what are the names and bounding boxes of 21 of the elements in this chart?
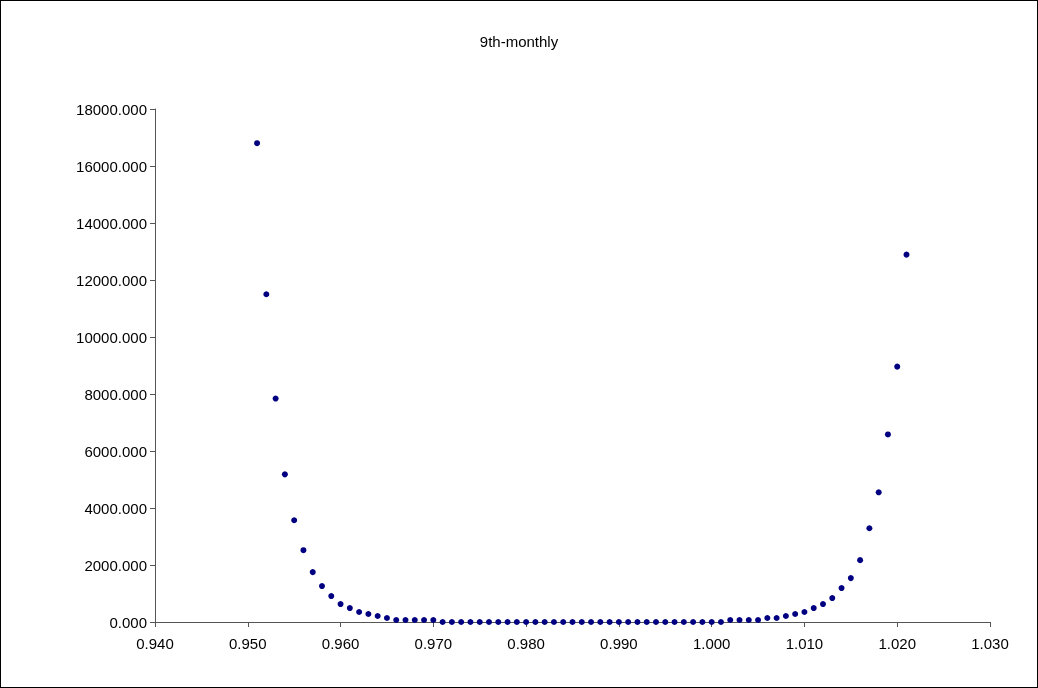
y-tick-label: 4000.000 [84, 499, 147, 517]
x-tick-label: 0.990 [600, 635, 638, 652]
x-tick-label: 0.980 [507, 635, 545, 652]
y-tick-label: 18000.000 [76, 100, 147, 118]
x-tick-label: 0.950 [229, 635, 267, 652]
y-tick-label: 14000.000 [76, 214, 147, 232]
x-tick-label: 1.020 [878, 635, 916, 652]
x-tick-label: 1.000 [692, 635, 731, 652]
x-tick-label: 0.970 [414, 635, 453, 652]
y-tick-label: 12000.000 [76, 271, 147, 289]
x-tick-label: 0.960 [321, 635, 360, 652]
chart-title: 9th-monthly [479, 33, 559, 50]
y-tick-label: 16000.000 [76, 157, 147, 175]
y-tick-label: 10000.000 [76, 328, 147, 346]
x-tick-label: 1.030 [971, 635, 1009, 652]
y-tick-label: 0.000 [109, 613, 147, 631]
y-tick-label: 2000.000 [84, 556, 147, 574]
x-tick-label: 1.010 [785, 635, 824, 652]
y-tick-label: 6000.000 [84, 442, 147, 460]
y-tick-label: 8000.000 [84, 385, 147, 403]
x-tick-label: 0.940 [136, 635, 174, 652]
